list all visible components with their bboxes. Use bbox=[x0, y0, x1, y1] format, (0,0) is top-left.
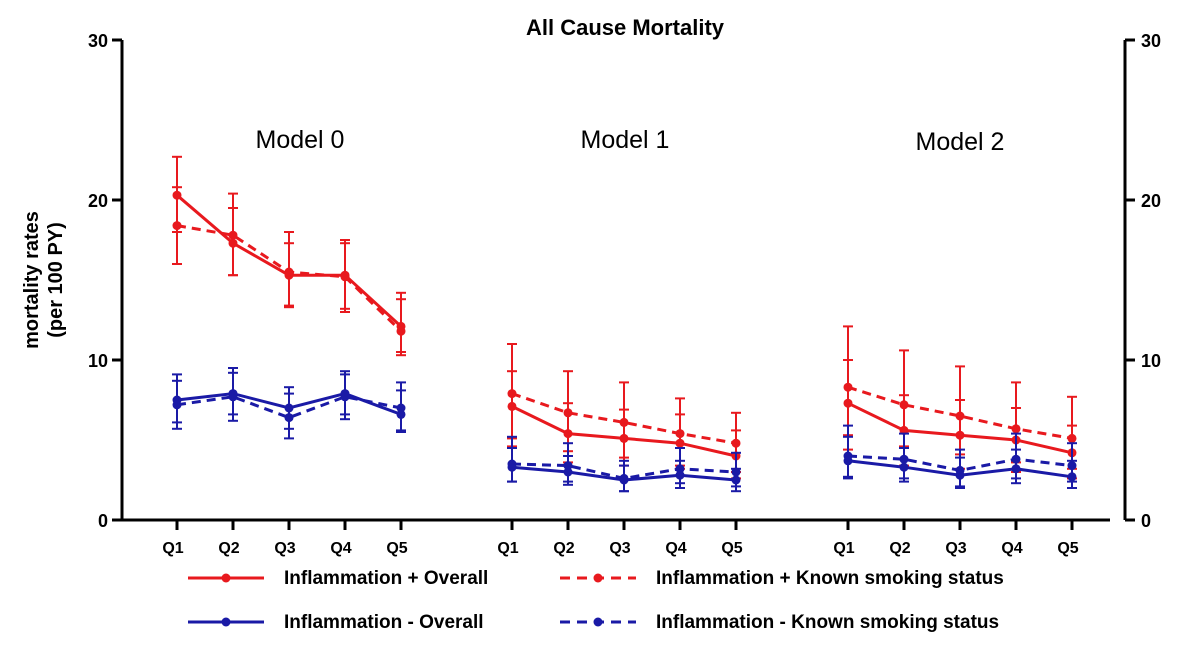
x-tick-label: Q2 bbox=[218, 540, 239, 557]
panel-label: Model 0 bbox=[256, 126, 345, 154]
data-point bbox=[396, 326, 406, 336]
data-point bbox=[284, 413, 294, 423]
data-point bbox=[1067, 433, 1077, 443]
legend-item: Inflammation - Known smoking status bbox=[560, 612, 999, 633]
panel-labels: Model 0 Model 1 Model 2 bbox=[256, 126, 1005, 156]
series-inflammation-known-smoking-status bbox=[507, 343, 741, 473]
x-tick-label: Q2 bbox=[553, 540, 574, 557]
series-inflammation-known-smoking-status bbox=[507, 435, 741, 493]
legend-marker bbox=[221, 573, 231, 583]
data-point bbox=[228, 392, 238, 402]
data-point bbox=[172, 221, 182, 231]
data-point bbox=[619, 417, 629, 427]
legend-marker bbox=[221, 617, 231, 627]
data-point bbox=[1011, 454, 1021, 464]
data-point bbox=[843, 451, 853, 461]
y-tick-label-left: 20 bbox=[88, 191, 108, 211]
plot-area bbox=[172, 155, 1077, 493]
data-point bbox=[340, 272, 350, 282]
x-tick-label: Q4 bbox=[330, 540, 351, 557]
data-point bbox=[563, 408, 573, 418]
x-tick-label: Q1 bbox=[162, 540, 183, 557]
panel-label: Model 2 bbox=[916, 128, 1005, 156]
data-point bbox=[172, 400, 182, 410]
data-point bbox=[284, 267, 294, 277]
data-point bbox=[1067, 461, 1077, 471]
legend-label: Inflammation - Overall bbox=[284, 612, 484, 633]
y-tick-label-right: 20 bbox=[1141, 191, 1161, 211]
y-tick-label-right: 0 bbox=[1141, 511, 1151, 531]
axes: 0 0 10 10 20 20 30 30 bbox=[88, 31, 1161, 531]
y-tick-label-right: 10 bbox=[1141, 351, 1161, 371]
legend-item: Inflammation + Known smoking status bbox=[560, 568, 1004, 589]
series-line bbox=[176, 395, 402, 420]
data-point bbox=[619, 473, 629, 483]
y-tick-label-left: 30 bbox=[88, 31, 108, 51]
legend-item: Inflammation - Overall bbox=[188, 612, 484, 633]
data-point bbox=[899, 454, 909, 464]
data-point bbox=[675, 464, 685, 474]
chart-title: All Cause Mortality bbox=[526, 15, 725, 40]
panel-label: Model 1 bbox=[581, 126, 670, 154]
x-tick-label: Q3 bbox=[609, 540, 630, 557]
legend-label: Inflammation + Known smoking status bbox=[656, 568, 1004, 589]
data-point bbox=[1011, 424, 1021, 434]
series-inflammation-known-smoking-status bbox=[172, 371, 406, 440]
data-point bbox=[563, 461, 573, 471]
x-tick-label: Q5 bbox=[386, 540, 407, 557]
y-tick-label-left: 10 bbox=[88, 351, 108, 371]
x-tick-label: Q1 bbox=[833, 540, 854, 557]
data-point bbox=[507, 389, 517, 399]
legend-marker bbox=[593, 573, 603, 583]
x-tick-label: Q4 bbox=[665, 540, 686, 557]
y-axis-title-line1: mortality rates bbox=[21, 211, 43, 349]
y-tick-label-left: 0 bbox=[98, 511, 108, 531]
data-point bbox=[340, 392, 350, 402]
x-tick-labels: Q1 Q2 Q3 Q4 Q5 Q1 Q2 Q3 Q4 Q5 Q1 Q2 Q3 Q4 Q5 bbox=[162, 540, 1078, 557]
legend-label: Inflammation + Overall bbox=[284, 568, 488, 589]
legend-item: Inflammation + Overall bbox=[188, 568, 488, 589]
x-tick-label: Q3 bbox=[274, 540, 295, 557]
x-tick-label: Q2 bbox=[889, 540, 910, 557]
series-inflammation-known-smoking-status bbox=[843, 424, 1077, 488]
x-tick-label: Q3 bbox=[945, 540, 966, 557]
legend-label: Inflammation - Known smoking status bbox=[656, 612, 999, 633]
legend-marker bbox=[593, 617, 603, 627]
x-tick-label: Q5 bbox=[1057, 540, 1078, 557]
series-inflammation-known-smoking-status bbox=[172, 186, 406, 357]
y-tick-label-right: 30 bbox=[1141, 31, 1161, 51]
y-axis-title: mortality rates (per 100 PY) bbox=[21, 211, 67, 349]
data-point bbox=[731, 438, 741, 448]
x-tick-label: Q1 bbox=[497, 540, 518, 557]
data-point bbox=[843, 382, 853, 392]
data-point bbox=[731, 467, 741, 477]
x-tick-label: Q4 bbox=[1001, 540, 1022, 557]
data-point bbox=[899, 400, 909, 410]
data-point bbox=[955, 465, 965, 475]
data-point bbox=[955, 411, 965, 421]
data-point bbox=[675, 429, 685, 439]
x-tick-label: Q5 bbox=[721, 540, 742, 557]
data-point bbox=[396, 403, 406, 413]
y-axis-title-line2: (per 100 PY) bbox=[45, 222, 67, 338]
data-point bbox=[228, 230, 238, 240]
legend: Inflammation + Overall Inflammation + Kno… bbox=[188, 568, 1004, 633]
data-point bbox=[507, 459, 517, 469]
